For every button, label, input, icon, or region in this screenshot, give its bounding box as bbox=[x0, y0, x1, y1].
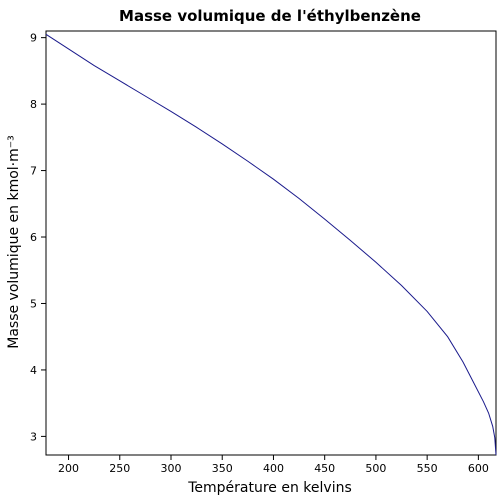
plot-area bbox=[45, 30, 497, 456]
x-tick-label: 250 bbox=[109, 462, 130, 475]
y-tick-label: 5 bbox=[30, 297, 37, 310]
plot-frame bbox=[45, 30, 497, 456]
chart-title: Masse volumique de l'éthylbenzène bbox=[119, 7, 421, 25]
x-axis: 200 250 300 350 400 450 500 550 600 bbox=[58, 455, 489, 475]
y-tick-label: 8 bbox=[30, 98, 37, 111]
x-tick-label: 400 bbox=[263, 462, 284, 475]
x-tick-label: 600 bbox=[468, 462, 489, 475]
y-tick-label: 7 bbox=[30, 165, 37, 178]
y-tick-label: 9 bbox=[30, 32, 37, 45]
y-tick-label: 6 bbox=[30, 231, 37, 244]
x-tick-label: 550 bbox=[417, 462, 438, 475]
y-tick-label: 3 bbox=[30, 430, 37, 443]
x-tick-label: 350 bbox=[212, 462, 233, 475]
y-axis: 3 4 5 6 7 8 9 bbox=[30, 32, 46, 443]
x-tick-label: 300 bbox=[161, 462, 182, 475]
x-axis-label: Température en kelvins bbox=[187, 480, 352, 496]
y-tick-label: 4 bbox=[30, 364, 37, 377]
x-tick-label: 450 bbox=[314, 462, 335, 475]
x-tick-label: 500 bbox=[365, 462, 386, 475]
x-tick-label: 200 bbox=[58, 462, 79, 475]
series-line bbox=[45, 33, 497, 456]
y-axis-label: Masse volumique en kmol·m⁻³ bbox=[6, 135, 22, 349]
